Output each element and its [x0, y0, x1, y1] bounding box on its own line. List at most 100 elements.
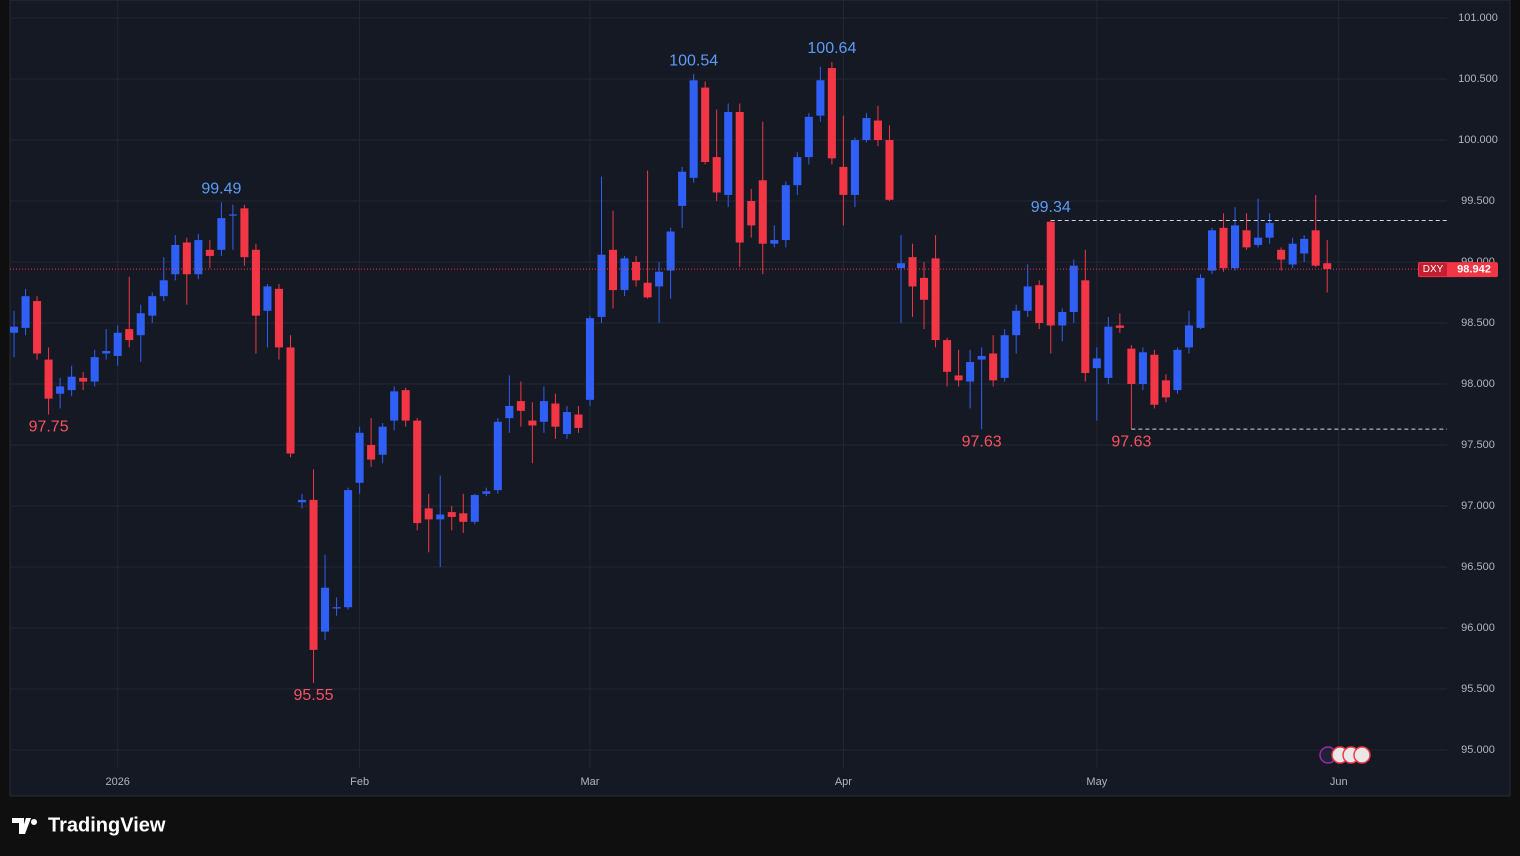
candle-body	[297, 499, 307, 503]
extreme-label: 99.49	[201, 180, 241, 197]
candle-body	[309, 499, 318, 650]
symbol-tag-bg	[1419, 263, 1447, 277]
candle-body	[896, 263, 906, 269]
candle-body	[390, 391, 399, 421]
y-tick-label: 96.000	[1461, 622, 1495, 634]
candle-body	[1300, 238, 1309, 254]
extreme-label: 99.34	[1031, 199, 1071, 216]
candle-body	[1173, 349, 1182, 391]
candle-body	[263, 286, 272, 311]
candle-body	[1150, 354, 1159, 405]
candle-body	[551, 403, 560, 427]
candle-body	[1184, 325, 1194, 348]
candle-body	[689, 80, 698, 178]
candle-body	[516, 401, 525, 411]
candle-body	[1288, 243, 1297, 265]
candle-body	[21, 296, 30, 328]
candle-body	[1138, 352, 1147, 384]
candle-body	[90, 357, 99, 382]
y-tick-label: 97.500	[1461, 439, 1495, 451]
x-tick-label: May	[1086, 776, 1107, 788]
x-tick-label: Jun	[1330, 776, 1348, 788]
candle-body	[632, 262, 641, 281]
candle-body	[816, 80, 825, 116]
candle-body	[678, 171, 687, 206]
candle-body	[1023, 286, 1032, 311]
candle-body	[862, 118, 871, 141]
candle-body	[585, 318, 595, 400]
candle-body	[113, 332, 122, 356]
logo-dot	[31, 819, 37, 825]
x-tick-label: Mar	[581, 776, 600, 788]
y-tick-label: 95.000	[1461, 744, 1495, 756]
y-tick-label: 100.500	[1458, 73, 1498, 85]
candle-body	[401, 390, 410, 421]
candle-body	[1277, 249, 1286, 260]
x-tick-label: Apr	[835, 776, 852, 788]
logo-mark	[12, 818, 31, 834]
candle-body	[989, 353, 998, 381]
chart-pane	[9, 0, 1511, 797]
candle-body	[643, 282, 652, 298]
event-icons	[1319, 746, 1371, 764]
candle-body	[1000, 335, 1009, 378]
candle-body	[102, 351, 111, 354]
extreme-label: 97.63	[1111, 433, 1151, 450]
candle-body	[666, 231, 675, 271]
candle-body	[136, 313, 145, 336]
candle-body	[850, 140, 859, 195]
candle-body	[217, 218, 226, 250]
candle-body	[943, 340, 952, 372]
y-tick-label: 96.500	[1461, 561, 1495, 573]
candle-body	[10, 326, 19, 333]
candle-body	[539, 401, 548, 422]
y-tick-label: 100.000	[1458, 134, 1498, 146]
candle-body	[378, 426, 387, 455]
candle-body	[839, 166, 848, 195]
candle-body	[159, 280, 168, 297]
candle-body	[1115, 325, 1124, 328]
candle-body	[1081, 280, 1090, 374]
y-tick-label: 95.500	[1461, 683, 1495, 695]
candle-body	[1254, 237, 1263, 245]
candle-body	[793, 157, 802, 186]
candle-body	[240, 208, 249, 258]
candle-body	[954, 375, 963, 381]
candle-body	[770, 240, 779, 244]
candle-body	[274, 288, 284, 348]
candle-body	[1311, 230, 1320, 266]
candle-body	[747, 201, 756, 226]
brand-logo: TradingView	[12, 814, 166, 836]
last-price-label: 98.942	[1457, 263, 1491, 275]
candle-body	[873, 120, 882, 141]
candle-body	[355, 432, 364, 483]
y-tick-label: 101.000	[1458, 12, 1498, 24]
candle-body	[1242, 230, 1251, 248]
candle-body	[413, 420, 422, 524]
candle-body	[1265, 222, 1274, 238]
candle-body	[251, 249, 260, 316]
candle-body	[620, 258, 629, 291]
brand-name: TradingView	[48, 814, 166, 836]
candle-body	[286, 347, 295, 454]
candle-body	[1207, 230, 1217, 271]
candle-body	[344, 490, 353, 608]
x-tick-label: Feb	[350, 776, 369, 788]
candle-body	[321, 587, 330, 632]
candle-body	[1127, 348, 1136, 384]
candle-body	[205, 249, 214, 256]
candle-body	[125, 329, 134, 341]
candle-body	[424, 508, 433, 520]
candle-body	[1069, 265, 1078, 313]
event-icon[interactable]	[1353, 746, 1371, 764]
candle-body	[1161, 380, 1170, 398]
candle-body	[171, 244, 180, 275]
candle-body	[701, 87, 710, 162]
candle-body	[79, 377, 88, 382]
candle-body	[33, 301, 42, 354]
candle-body	[1323, 263, 1332, 270]
candle-body	[1196, 277, 1205, 328]
candle-body	[735, 111, 744, 243]
